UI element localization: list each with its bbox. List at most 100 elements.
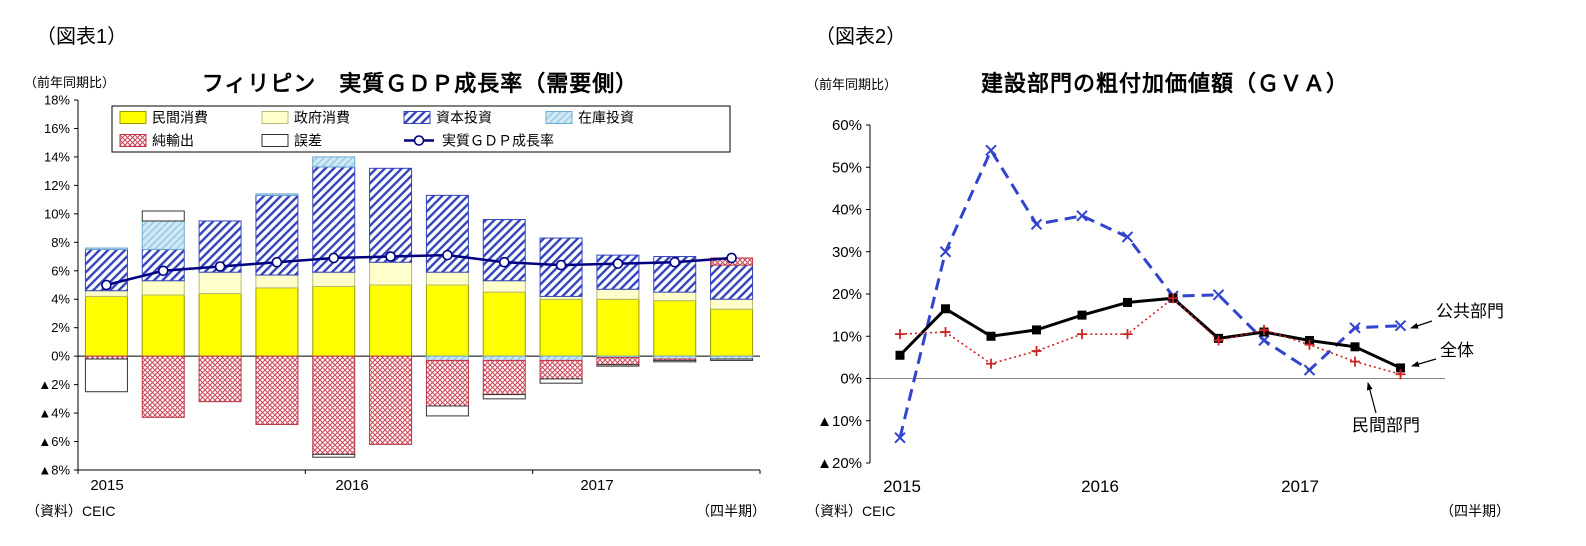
- figure2-tag: （図表2）: [815, 26, 907, 48]
- marker-x-public-sector: [1121, 231, 1134, 243]
- annotation-label-public-sector: 公共部門: [1436, 302, 1504, 321]
- bar-segment-private-consumption: [312, 285, 356, 357]
- legend-swatch-capital-investment: [403, 111, 431, 124]
- legend-swatch-net-exports: [119, 134, 147, 147]
- figure1-panel: （図表1） （前年同期比） フィリピン 実質ＧＤＰ成長率（需要側） 18% 16%…: [0, 0, 790, 546]
- y-tick-label: 0%: [840, 371, 862, 388]
- y-tick-label: 2%: [51, 320, 70, 335]
- series-net-exports: [84, 257, 754, 455]
- bar-segment-private-consumption: [596, 298, 640, 357]
- figure1-x-axis-note: （四半期）: [696, 503, 766, 519]
- legend-label-capital-investment: 資本投資: [436, 110, 492, 126]
- annotation-label-private-sector: 民間部門: [1352, 416, 1420, 435]
- bar-segment-capital-investment: [482, 219, 526, 282]
- x-year-label: 2016: [1081, 477, 1119, 496]
- y-tick-label: 0%: [51, 349, 70, 364]
- marker-x-public-sector: [1076, 210, 1088, 222]
- bar-segment-private-consumption: [539, 298, 583, 357]
- series-capital-investment: [84, 166, 754, 300]
- legend-line-marker: [413, 135, 425, 146]
- legend-label-net-exports: 純輸出: [152, 133, 194, 149]
- gdp-line-marker: [612, 258, 624, 269]
- bar-segment-government-consumption: [141, 280, 185, 296]
- figure1-tag: （図表1）: [36, 26, 128, 48]
- y-tick-label: ▲2%: [38, 377, 70, 392]
- series-statistical-discrepancy: [84, 210, 754, 458]
- line-public-sector: [898, 147, 1401, 439]
- y-tick-label: 6%: [51, 263, 70, 278]
- bar-segment-net-exports: [255, 355, 299, 425]
- y-tick-label: 12%: [44, 178, 70, 193]
- bar-segment-private-consumption: [369, 284, 413, 357]
- legend-label-real-gdp-growth: 実質ＧＤＰ成長率: [442, 133, 554, 149]
- annotation-arrow-private-sector: [1366, 382, 1377, 414]
- y-tick-label: 16%: [44, 121, 70, 136]
- bar-segment-government-consumption: [653, 291, 697, 302]
- bar-segment-government-consumption: [369, 261, 413, 286]
- y-tick-label: 14%: [44, 149, 70, 164]
- marker-square-total: [1396, 363, 1405, 373]
- marker-square-total: [895, 350, 905, 360]
- marker-x-public-sector: [1030, 218, 1043, 230]
- figure1-source: （資料）CEIC: [26, 503, 116, 519]
- bar-segment-inventory-investment: [255, 193, 299, 196]
- line-private-sector: [899, 297, 1401, 376]
- series-private-consumption: [84, 284, 754, 357]
- bar-segment-capital-investment: [710, 264, 754, 300]
- bar-segment-net-exports: [596, 357, 640, 366]
- bar-segment-inventory-investment: [84, 247, 128, 250]
- bar-segment-statistical-discrepancy: [596, 364, 640, 367]
- bar-segment-statistical-discrepancy: [141, 210, 185, 222]
- y-tick-label: 40%: [832, 202, 862, 219]
- marker-square-total: [1350, 342, 1360, 352]
- annotation-label-total: 全体: [1440, 341, 1474, 360]
- bar-segment-government-consumption: [255, 274, 299, 289]
- marker-square-total: [1077, 310, 1087, 320]
- figure1-y-axis-note: （前年同期比）: [24, 75, 116, 90]
- figure2-title: 建設部門の粗付加価値額（ＧＶＡ）: [980, 71, 1349, 96]
- gdp-line-marker: [271, 256, 283, 268]
- gdp-line-marker: [328, 252, 340, 264]
- legend-swatch-private-consumption: [119, 111, 147, 124]
- marker-square-total: [1123, 297, 1132, 307]
- gdp-line-marker: [555, 259, 567, 271]
- fig2-plot: 60% 50% 40% 30% 20% 10% 0% ▲10% ▲20% 2015 2016 2017…: [817, 117, 1504, 496]
- gva-line-chart: 60% 50% 40% 30% 20% 10% 0% ▲10% ▲20% 2015 2016 2017…: [817, 117, 1504, 496]
- bar-segment-government-consumption: [312, 271, 356, 287]
- y-tick-label: ▲6%: [38, 434, 70, 449]
- bar-segment-net-exports: [425, 359, 469, 407]
- marker-x-public-sector: [1349, 322, 1361, 334]
- bar-segment-private-consumption: [482, 291, 526, 357]
- y-tick-label: 8%: [51, 235, 70, 250]
- bar-segment-inventory-investment: [312, 156, 356, 168]
- gdp-line-marker: [101, 279, 112, 291]
- bar-segment-government-consumption: [596, 288, 640, 300]
- y-tick-label: 50%: [832, 159, 862, 176]
- gdp-stacked-bar-chart: 18% 16% 14% 12% 10% 8% 6% 4% 2% 0% ▲2% ▲4% ▲6% ▲8% 201…: [38, 93, 761, 494]
- figure1-title: フィリピン 実質ＧＤＰ成長率（需要側）: [201, 71, 639, 96]
- y-tick-label: 10%: [832, 328, 862, 345]
- legend-swatch-government-consumption: [261, 111, 289, 124]
- x-year-label: 2015: [883, 477, 921, 496]
- bar-segment-private-consumption: [255, 287, 299, 357]
- bar-segment-private-consumption: [710, 308, 754, 357]
- legend-label-government-consumption: 政府消費: [294, 110, 350, 126]
- figure2-source: （資料）CEIC: [806, 503, 896, 519]
- gdp-line-marker: [726, 252, 737, 264]
- marker-x-public-sector: [1212, 289, 1225, 301]
- x-year-label: 2015: [90, 477, 123, 494]
- x-year-label: 2017: [1281, 477, 1319, 496]
- bar-segment-statistical-discrepancy: [710, 358, 754, 361]
- annotation-arrow-total: [1411, 358, 1437, 367]
- bar-segment-net-exports: [312, 355, 356, 455]
- x-year-label: 2017: [580, 477, 613, 494]
- bar-segment-private-consumption: [141, 294, 185, 357]
- bar-segment-inventory-investment: [482, 355, 526, 361]
- x-year-label: 2016: [335, 477, 368, 494]
- legend-swatch-statistical-discrepancy: [261, 134, 289, 147]
- gdp-line-marker: [385, 251, 396, 262]
- bar-segment-net-exports: [539, 359, 583, 380]
- bar-segment-capital-investment: [369, 167, 413, 263]
- bar-segment-government-consumption: [710, 298, 754, 310]
- bar-segment-net-exports: [141, 355, 185, 418]
